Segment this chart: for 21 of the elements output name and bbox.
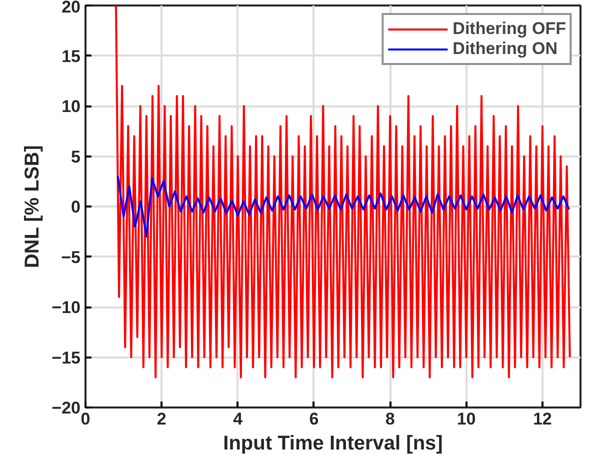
y-tick-label: −10 bbox=[52, 298, 81, 317]
legend-label: Dithering ON bbox=[452, 39, 558, 59]
legend-label: Dithering OFF bbox=[452, 19, 566, 39]
x-tick-label: 8 bbox=[385, 410, 395, 428]
x-tick-label: 2 bbox=[156, 410, 166, 428]
y-tick-label: −20 bbox=[52, 398, 81, 418]
y-tick-label: −5 bbox=[61, 248, 81, 267]
line-series bbox=[114, 6, 571, 378]
y-tick-label: 0 bbox=[71, 198, 81, 216]
x-tick-label: 12 bbox=[532, 410, 552, 428]
x-tick-label: 4 bbox=[233, 410, 244, 428]
y-tick-label: 5 bbox=[71, 147, 81, 166]
y-tick-label: 20 bbox=[62, 0, 81, 16]
y-axis-title: DNL [% LSB] bbox=[22, 145, 44, 268]
y-tick-label: 15 bbox=[62, 46, 81, 66]
line-series bbox=[116, 175, 570, 238]
x-axis-title: Input Time Interval [ns] bbox=[223, 432, 443, 454]
y-tick-label: 10 bbox=[62, 97, 81, 116]
x-tick-label: 10 bbox=[456, 410, 476, 428]
y-tick-label: −15 bbox=[52, 348, 81, 368]
x-tick-label: 6 bbox=[309, 410, 319, 428]
